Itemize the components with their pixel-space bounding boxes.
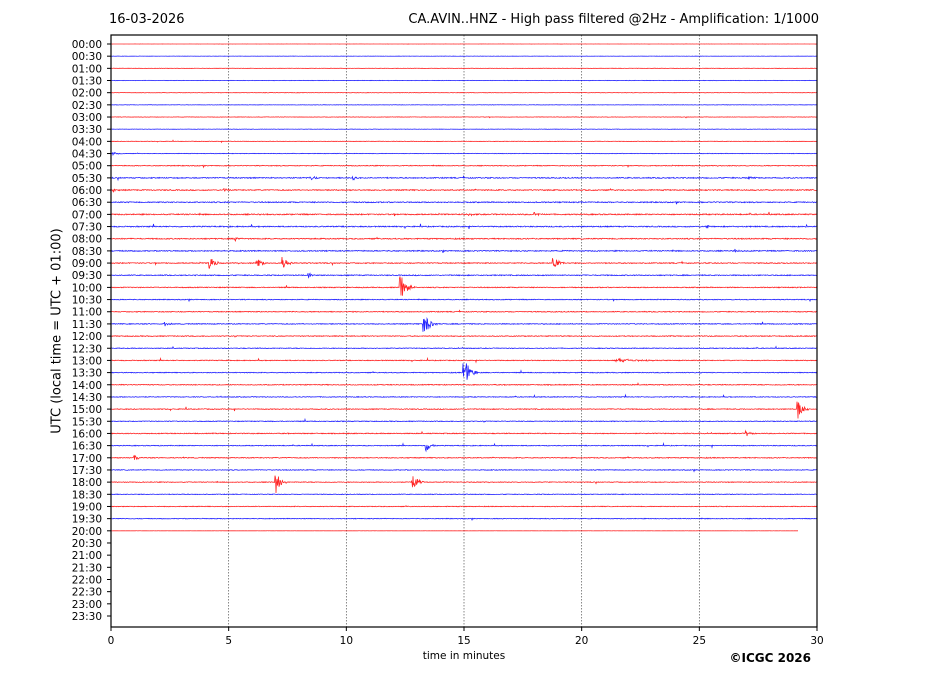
x-tick-label: 5 bbox=[225, 635, 232, 647]
y-tick-label: 00:30 bbox=[72, 51, 102, 63]
y-tick-label: 07:00 bbox=[72, 209, 102, 221]
trace-1900 bbox=[110, 505, 818, 508]
y-tick-label: 21:30 bbox=[72, 562, 102, 574]
y-tick-label: 19:00 bbox=[72, 501, 102, 513]
x-tick-label: 0 bbox=[108, 635, 115, 647]
x-tick-label: 30 bbox=[810, 635, 823, 647]
y-tick-label: 05:30 bbox=[72, 173, 102, 185]
y-tick-label: 12:30 bbox=[72, 343, 102, 355]
y-tick-label: 15:00 bbox=[72, 404, 102, 416]
trace-1300 bbox=[110, 356, 818, 364]
y-tick-label: 11:30 bbox=[72, 319, 102, 331]
y-tick-label: 08:30 bbox=[72, 246, 102, 258]
trace-1500 bbox=[110, 401, 818, 419]
trace-0300 bbox=[110, 116, 818, 119]
trace-1400 bbox=[110, 382, 818, 387]
y-tick-label: 13:30 bbox=[72, 368, 102, 380]
y-tick-label: 15:30 bbox=[72, 416, 102, 428]
y-tick-label: 00:00 bbox=[72, 39, 102, 51]
trace-1030 bbox=[110, 298, 818, 303]
trace-1530 bbox=[110, 417, 818, 423]
y-axis-label: UTC (local time = UTC + 01:00) bbox=[49, 228, 65, 434]
trace-0400 bbox=[110, 139, 817, 144]
y-tick-label: 21:00 bbox=[72, 550, 102, 562]
y-tick-label: 18:00 bbox=[72, 477, 102, 489]
y-tick-label: 16:30 bbox=[72, 441, 102, 453]
x-tick-label: 20 bbox=[575, 635, 588, 647]
trace-0630 bbox=[110, 200, 818, 205]
trace-0930 bbox=[110, 272, 818, 279]
trace-1930 bbox=[110, 517, 818, 522]
date-label: 16-03-2026 bbox=[109, 12, 185, 27]
y-tick-label: 22:30 bbox=[72, 587, 102, 599]
trace-1100 bbox=[110, 309, 818, 313]
y-tick-label: 20:30 bbox=[72, 538, 102, 550]
y-tick-label: 10:30 bbox=[72, 295, 102, 307]
y-tick-label: 17:30 bbox=[72, 465, 102, 477]
chart-title: CA.AVIN..HNZ - High pass filtered @2Hz -… bbox=[408, 12, 819, 27]
trace-0700 bbox=[110, 211, 818, 217]
y-tick-label: 03:30 bbox=[72, 124, 102, 136]
y-tick-label: 01:00 bbox=[72, 63, 102, 75]
y-tick-label: 01:30 bbox=[72, 76, 102, 88]
x-tick-label: 10 bbox=[340, 635, 353, 647]
trace-0500 bbox=[110, 164, 818, 169]
y-tick-label: 14:00 bbox=[72, 380, 102, 392]
y-tick-label: 17:00 bbox=[72, 453, 102, 465]
trace-0830 bbox=[110, 248, 818, 254]
y-tick-label: 06:30 bbox=[72, 197, 102, 209]
y-tick-label: 20:00 bbox=[72, 526, 102, 538]
trace-1430 bbox=[110, 393, 818, 398]
y-tick-label: 02:00 bbox=[72, 88, 102, 100]
y-tick-label: 23:00 bbox=[72, 599, 102, 611]
y-tick-label: 16:00 bbox=[72, 428, 102, 440]
y-tick-label: 07:30 bbox=[72, 222, 102, 234]
y-tick-label: 10:00 bbox=[72, 282, 102, 294]
trace-0600 bbox=[110, 187, 818, 193]
y-tick-label: 13:00 bbox=[72, 355, 102, 367]
trace-0430 bbox=[110, 151, 818, 157]
y-tick-label: 22:00 bbox=[72, 574, 102, 586]
trace-0900 bbox=[110, 256, 818, 269]
y-tick-label: 06:00 bbox=[72, 185, 102, 197]
y-tick-label: 18:30 bbox=[72, 489, 102, 501]
y-tick-label: 02:30 bbox=[72, 100, 102, 112]
y-tick-label: 14:30 bbox=[72, 392, 102, 404]
copyright-label: ©ICGC 2026 bbox=[729, 651, 811, 665]
trace-1600 bbox=[110, 429, 818, 437]
y-tick-label: 11:00 bbox=[72, 307, 102, 319]
y-tick-label: 09:00 bbox=[72, 258, 102, 270]
trace-1730 bbox=[110, 468, 818, 473]
trace-1200 bbox=[110, 334, 818, 338]
trace-0800 bbox=[110, 236, 818, 243]
trace-1230 bbox=[110, 345, 818, 350]
x-tick-label: 25 bbox=[693, 635, 706, 647]
y-tick-label: 04:00 bbox=[72, 136, 102, 148]
trace-1700 bbox=[110, 454, 818, 461]
y-tick-label: 03:00 bbox=[72, 112, 102, 124]
trace-1630 bbox=[110, 442, 818, 453]
trace-1800 bbox=[110, 475, 818, 493]
x-axis-label: time in minutes bbox=[422, 650, 506, 662]
x-tick-label: 15 bbox=[457, 635, 470, 647]
trace-0730 bbox=[111, 223, 818, 230]
y-tick-label: 09:30 bbox=[72, 270, 102, 282]
plot-frame bbox=[110, 34, 818, 628]
trace-1130 bbox=[110, 317, 818, 332]
trace-0530 bbox=[110, 175, 818, 182]
trace-1830 bbox=[110, 493, 818, 496]
y-tick-label: 04:30 bbox=[72, 149, 102, 161]
trace-1000 bbox=[110, 276, 818, 296]
y-tick-label: 08:00 bbox=[72, 234, 102, 246]
trace-1330 bbox=[110, 363, 818, 380]
y-tick-label: 12:00 bbox=[72, 331, 102, 343]
y-tick-label: 05:00 bbox=[72, 161, 102, 173]
y-tick-label: 23:30 bbox=[72, 611, 102, 623]
y-tick-label: 19:30 bbox=[72, 514, 102, 526]
